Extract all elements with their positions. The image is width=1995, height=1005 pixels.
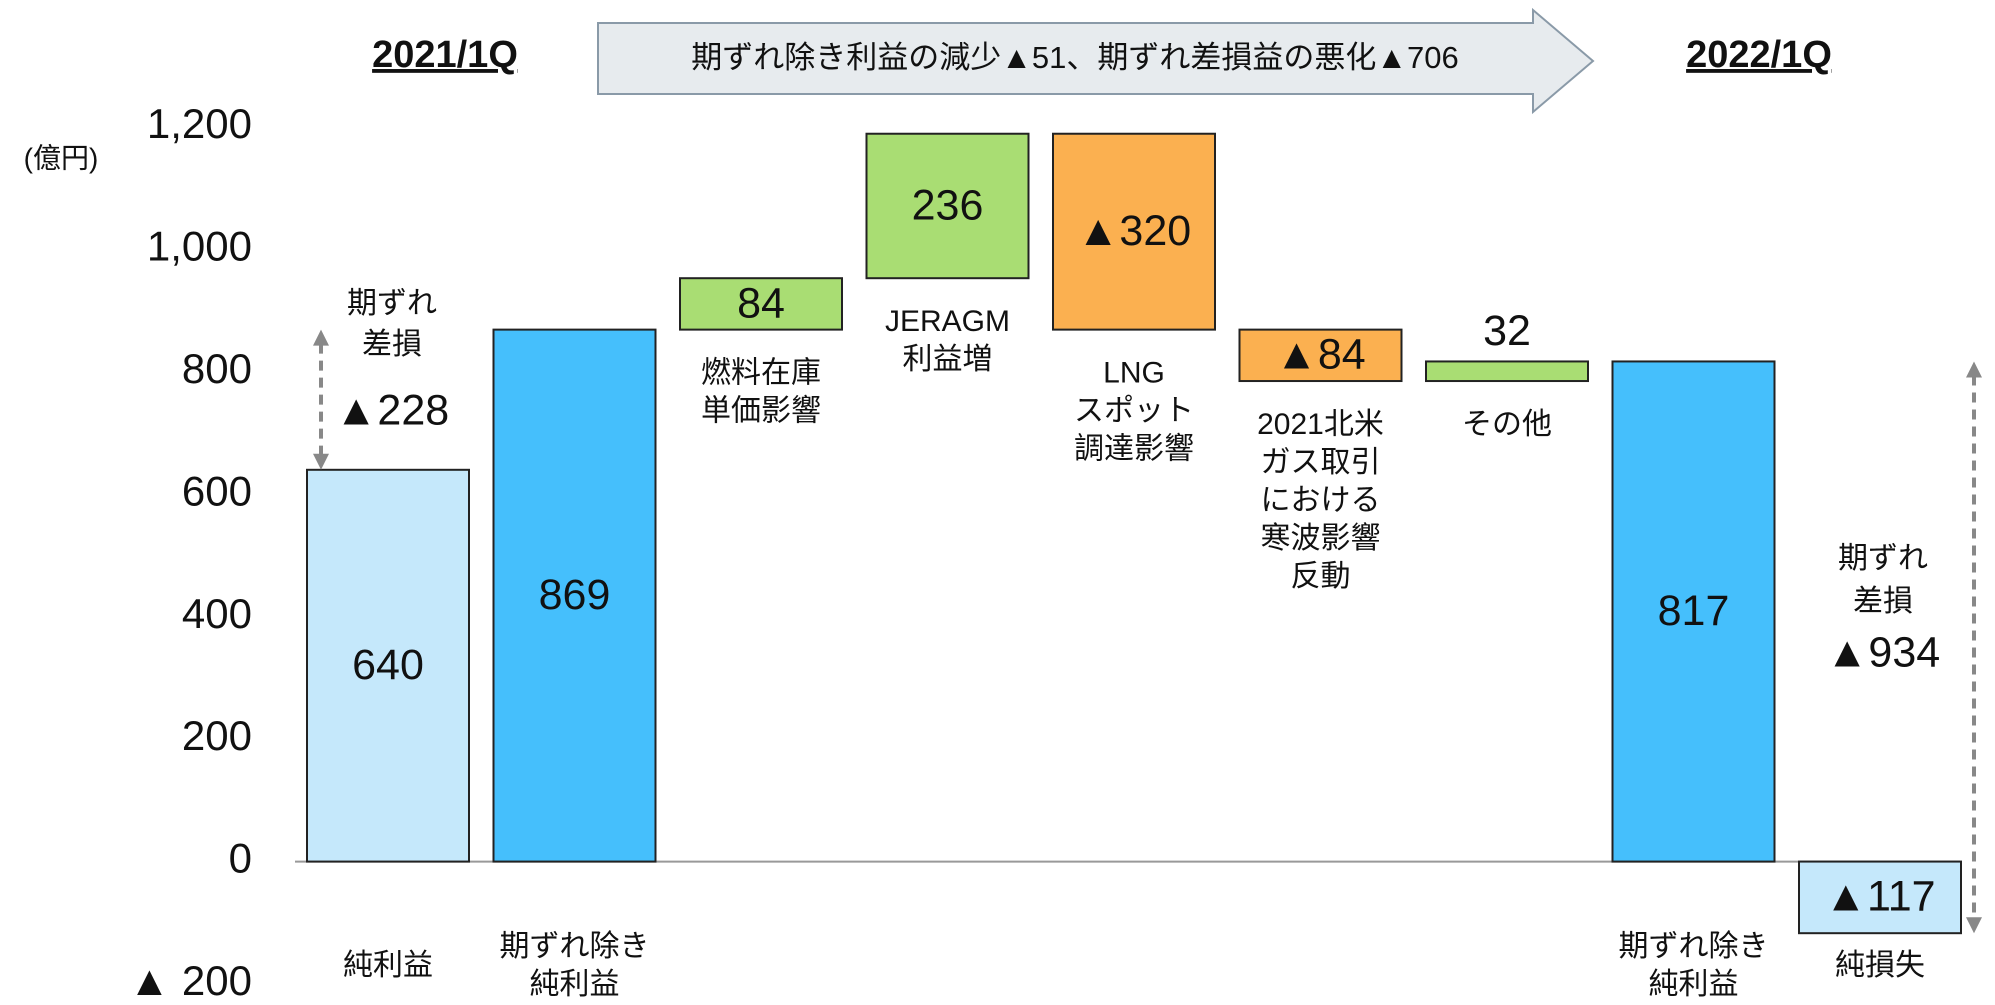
value-label: 236 [912,181,984,229]
bar [1425,360,1589,383]
unit-label: (億円) [24,142,99,173]
y-tick-label: 200 [182,712,252,759]
category-label: 2021北米ガス取引における寒波影響反動 [1257,408,1384,593]
y-tick-label: ▲ 200 [129,957,252,1004]
value-label: 32 [1483,307,1531,355]
left-diff-arrow-head [313,329,329,346]
category-label: 燃料在庫単価影響 [701,357,821,428]
right-diff: ▲934 [1826,628,1940,676]
category-label: その他 [1462,408,1552,441]
category-label: 純利益 [343,949,433,982]
value-label: 84 [737,279,785,327]
bar [306,468,470,863]
left-diff-arrow-head [313,453,329,470]
bar [492,328,657,863]
y-tick-label: 1,200 [147,100,252,147]
category-label: 期ずれ除き純利益 [1619,930,1769,1001]
left-note: 期ずれ差損 [347,287,437,361]
value-label: ▲84 [1275,331,1365,379]
category-label: 期ずれ除き純利益 [500,930,650,1001]
category-label: 純損失 [1835,949,1925,982]
right-diff-arrow-head [1966,361,1982,378]
value-label: 817 [1658,587,1730,635]
bar [1238,328,1403,383]
y-tick-label: 400 [182,590,252,637]
bar [679,277,843,331]
bar [1611,360,1776,863]
bar [1798,860,1962,935]
category-label: LNG スポット調達影響 [1074,357,1194,466]
category-label: JERAGM 利益増 [885,305,1010,376]
right-diff-arrow-head [1966,917,1982,934]
banner-text: 期ずれ除き利益の減少▲51、期ずれ差損益の悪化▲706 [691,40,1459,75]
right-header: 2022/1Q [1686,34,1832,76]
y-tick-label: 0 [229,835,252,882]
value-label: ▲117 [1824,873,1935,921]
y-tick-label: 1,000 [147,223,252,270]
bar [865,132,1030,280]
right-note: 期ずれ差損 [1838,542,1928,618]
left-diff: ▲228 [335,386,449,434]
value-label: ▲320 [1077,207,1191,255]
y-tick-label: 600 [182,467,252,514]
y-tick-label: 800 [182,345,252,392]
banner-arrow [597,7,1595,115]
value-label: 640 [352,641,424,689]
bar [1052,132,1216,331]
left-header: 2021/1Q [372,34,518,76]
value-label: 869 [539,571,611,619]
